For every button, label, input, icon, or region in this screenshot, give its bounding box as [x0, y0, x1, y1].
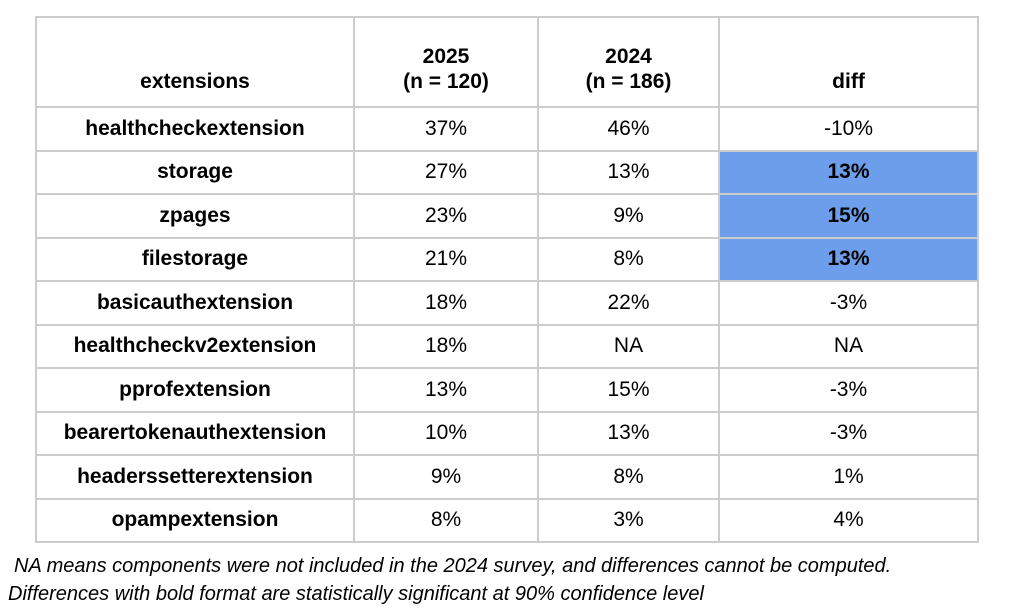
table-row: healthcheckv2extension 18% NA NA — [35, 323, 979, 369]
table-row: basicauthextension 18% 22% -3% — [35, 280, 979, 326]
col-header-extensions-label: extensions — [140, 70, 250, 93]
value-2024-cell: 8% — [537, 454, 720, 500]
extension-name-cell: healthcheckextension — [35, 106, 355, 152]
diff-cell: 13% — [718, 236, 979, 282]
diff-cell: 1% — [718, 454, 979, 500]
footnote-na-explanation: NA means components were not included in… — [14, 555, 892, 577]
table-row: filestorage 21% 8% 13% — [35, 236, 979, 282]
footnote-significance: Differences with bold format are statist… — [8, 583, 704, 605]
extension-name-cell: filestorage — [35, 236, 355, 282]
col-header-2024-n: (n = 186) — [585, 70, 672, 93]
table-row: healthcheckextension 37% 46% -10% — [35, 106, 979, 152]
diff-cell: 4% — [718, 497, 979, 543]
col-header-2025-year: 2025 — [422, 45, 470, 68]
value-2025-cell: 37% — [353, 106, 539, 152]
col-header-extensions: extensions — [35, 16, 355, 108]
extension-name-cell: opampextension — [35, 497, 355, 543]
value-2024-cell: 3% — [537, 497, 720, 543]
col-header-2025-n: (n = 120) — [403, 70, 489, 93]
value-2025-cell: 18% — [353, 323, 539, 369]
table-row: bearertokenauthextension 10% 13% -3% — [35, 410, 979, 456]
table-row: opampextension 8% 3% 4% — [35, 497, 979, 543]
table-row: zpages 23% 9% 15% — [35, 193, 979, 239]
value-2025-cell: 21% — [353, 236, 539, 282]
footnotes: NA means components were not included in… — [0, 552, 1012, 608]
value-2024-cell: NA — [537, 323, 720, 369]
value-2024-cell: 13% — [537, 149, 720, 195]
value-2025-cell: 8% — [353, 497, 539, 543]
extensions-survey-table: extensions 2025 (n = 120) 2024 (n = 186)… — [35, 16, 979, 543]
col-header-diff: diff — [718, 16, 979, 108]
diff-cell: 13% — [718, 149, 979, 195]
col-header-diff-label: diff — [832, 70, 865, 93]
diff-cell: -3% — [718, 410, 979, 456]
value-2024-cell: 13% — [537, 410, 720, 456]
extension-name-cell: headerssetterextension — [35, 454, 355, 500]
col-header-2025: 2025 (n = 120) — [353, 16, 539, 108]
extension-name-cell: basicauthextension — [35, 280, 355, 326]
value-2024-cell: 8% — [537, 236, 720, 282]
extension-name-cell: healthcheckv2extension — [35, 323, 355, 369]
col-header-2024: 2024 (n = 186) — [537, 16, 720, 108]
table-row: storage 27% 13% 13% — [35, 149, 979, 195]
value-2024-cell: 9% — [537, 193, 720, 239]
table-body: healthcheckextension 37% 46% -10% storage 27%… — [35, 106, 979, 543]
value-2025-cell: 27% — [353, 149, 539, 195]
value-2025-cell: 18% — [353, 280, 539, 326]
value-2025-cell: 9% — [353, 454, 539, 500]
table-row: headerssetterextension 9% 8% 1% — [35, 454, 979, 500]
diff-cell: NA — [718, 323, 979, 369]
diff-cell: -3% — [718, 367, 979, 413]
value-2025-cell: 13% — [353, 367, 539, 413]
value-2025-cell: 10% — [353, 410, 539, 456]
diff-cell: 15% — [718, 193, 979, 239]
header-row: extensions 2025 (n = 120) 2024 (n = 186)… — [35, 16, 979, 108]
value-2024-cell: 22% — [537, 280, 720, 326]
col-header-2024-year: 2024 — [605, 45, 652, 68]
table-row: pprofextension 13% 15% -3% — [35, 367, 979, 413]
value-2024-cell: 46% — [537, 106, 720, 152]
table-header: extensions 2025 (n = 120) 2024 (n = 186)… — [35, 16, 979, 108]
diff-cell: -3% — [718, 280, 979, 326]
extension-name-cell: storage — [35, 149, 355, 195]
extension-name-cell: zpages — [35, 193, 355, 239]
value-2025-cell: 23% — [353, 193, 539, 239]
extension-name-cell: bearertokenauthextension — [35, 410, 355, 456]
diff-cell: -10% — [718, 106, 979, 152]
extension-name-cell: pprofextension — [35, 367, 355, 413]
value-2024-cell: 15% — [537, 367, 720, 413]
